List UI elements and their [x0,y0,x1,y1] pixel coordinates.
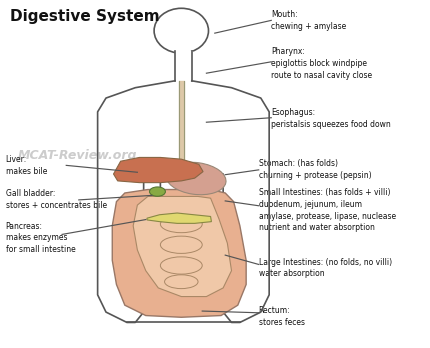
Ellipse shape [150,187,166,196]
Text: Pharynx:
epiglottis block windpipe
route to nasal cavity close: Pharynx: epiglottis block windpipe route… [271,47,372,80]
Polygon shape [175,52,192,81]
Text: Large Intestines: (no folds, no villi)
water absorption: Large Intestines: (no folds, no villi) w… [259,258,392,278]
Text: Pancreas:
makes enzymes
for small intestine: Pancreas: makes enzymes for small intest… [6,222,75,254]
Ellipse shape [166,162,226,195]
Text: Liver:
makes bile: Liver: makes bile [6,155,47,176]
Text: Gall bladder:
stores + concentrates bile: Gall bladder: stores + concentrates bile [6,190,107,210]
Text: Mouth:
chewing + amylase: Mouth: chewing + amylase [271,10,347,31]
Polygon shape [179,81,184,164]
Polygon shape [112,190,246,317]
Text: Rectum:
stores feces: Rectum: stores feces [259,306,305,327]
Polygon shape [114,157,203,183]
Text: Esophagus:
peristalsis squeezes food down: Esophagus: peristalsis squeezes food dow… [271,108,391,129]
Text: Stomach: (has folds)
churning + protease (pepsin): Stomach: (has folds) churning + protease… [259,159,372,180]
Text: MCAT-Review.org: MCAT-Review.org [18,149,138,161]
Polygon shape [133,196,231,296]
Text: Small Intestines: (has folds + villi)
duodenum, jejunum, ileum
amylase, protease: Small Intestines: (has folds + villi) du… [259,188,396,232]
Polygon shape [147,213,212,223]
Text: Digestive System: Digestive System [10,9,160,24]
